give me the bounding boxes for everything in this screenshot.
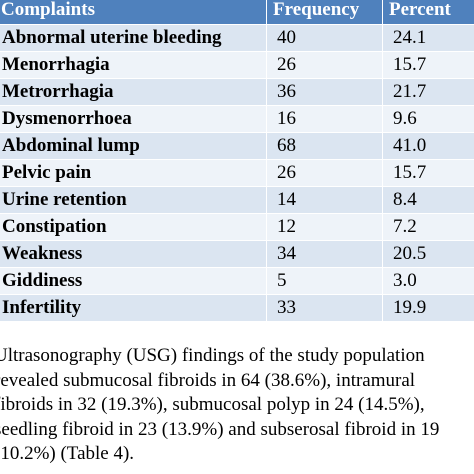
complaint-cell: Dysmenorrhoea [0, 105, 267, 133]
percent-cell: 15.7 [382, 159, 474, 187]
table-row: Metrorrhagia 36 21.7 [0, 78, 474, 106]
frequency-cell: 16 [266, 105, 383, 133]
table-row: Abdominal lump 68 41.0 [0, 132, 474, 160]
complaint-cell: Metrorrhagia [0, 78, 267, 106]
frequency-cell: 33 [266, 294, 383, 322]
frequency-cell: 40 [266, 24, 383, 52]
table-row: Menorrhagia 26 15.7 [0, 51, 474, 79]
complaint-cell: Infertility [0, 294, 267, 322]
frequency-cell: 34 [266, 240, 383, 268]
table-row: Dysmenorrhoea 16 9.6 [0, 105, 474, 133]
percent-cell: 3.0 [382, 267, 474, 295]
complaint-cell: Constipation [0, 213, 267, 241]
percent-cell: 24.1 [382, 24, 474, 52]
table-row: Urine retention 14 8.4 [0, 186, 474, 214]
complaint-cell: Giddiness [0, 267, 267, 295]
complaint-cell: Pelvic pain [0, 159, 267, 187]
percent-cell: 7.2 [382, 213, 474, 241]
table-row: Giddiness 5 3.0 [0, 267, 474, 295]
complaint-cell: Abnormal uterine bleeding [0, 24, 267, 52]
table-row: Constipation 12 7.2 [0, 213, 474, 241]
header-frequency: Frequency [266, 0, 383, 25]
frequency-cell: 12 [266, 213, 383, 241]
paragraph-line: revealed submucosal fibroids in 64 (38.6… [0, 369, 416, 391]
percent-cell: 8.4 [382, 186, 474, 214]
table-row: Infertility 33 19.9 [0, 294, 474, 322]
percent-cell: 41.0 [382, 132, 474, 160]
percent-cell: 9.6 [382, 105, 474, 133]
percent-cell: 19.9 [382, 294, 474, 322]
complaint-cell: Menorrhagia [0, 51, 267, 79]
frequency-cell: 36 [266, 78, 383, 106]
percent-cell: 20.5 [382, 240, 474, 268]
frequency-cell: 26 [266, 159, 383, 187]
table-row: Abnormal uterine bleeding 40 24.1 [0, 24, 474, 52]
table-header-row: Complaints Frequency Percent [0, 0, 474, 25]
complaints-table: Complaints Frequency Percent Abnormal ut… [0, 0, 474, 322]
frequency-cell: 5 [266, 267, 383, 295]
frequency-cell: 14 [266, 186, 383, 214]
header-percent: Percent [382, 0, 474, 25]
complaint-cell: Abdominal lump [0, 132, 267, 160]
header-complaints: Complaints [0, 0, 267, 25]
frequency-cell: 26 [266, 51, 383, 79]
paragraph-line: fibroids in 32 (19.3%), submucosal polyp… [0, 394, 425, 415]
paragraph-line: seedling fibroid in 23 (13.9%) and subse… [0, 418, 440, 440]
table-row: Pelvic pain 26 15.7 [0, 159, 474, 187]
frequency-cell: 68 [266, 132, 383, 160]
paragraph-line: Ultrasonography (USG) findings of the st… [0, 345, 425, 366]
usg-findings-paragraph: Ultrasonography (USG) findings of the st… [0, 344, 474, 467]
complaint-cell: Weakness [0, 240, 267, 268]
paragraph-line: (10.2%) (Table 4). [0, 443, 135, 464]
percent-cell: 21.7 [382, 78, 474, 106]
complaint-cell: Urine retention [0, 186, 267, 214]
table-row: Weakness 34 20.5 [0, 240, 474, 268]
percent-cell: 15.7 [382, 51, 474, 79]
